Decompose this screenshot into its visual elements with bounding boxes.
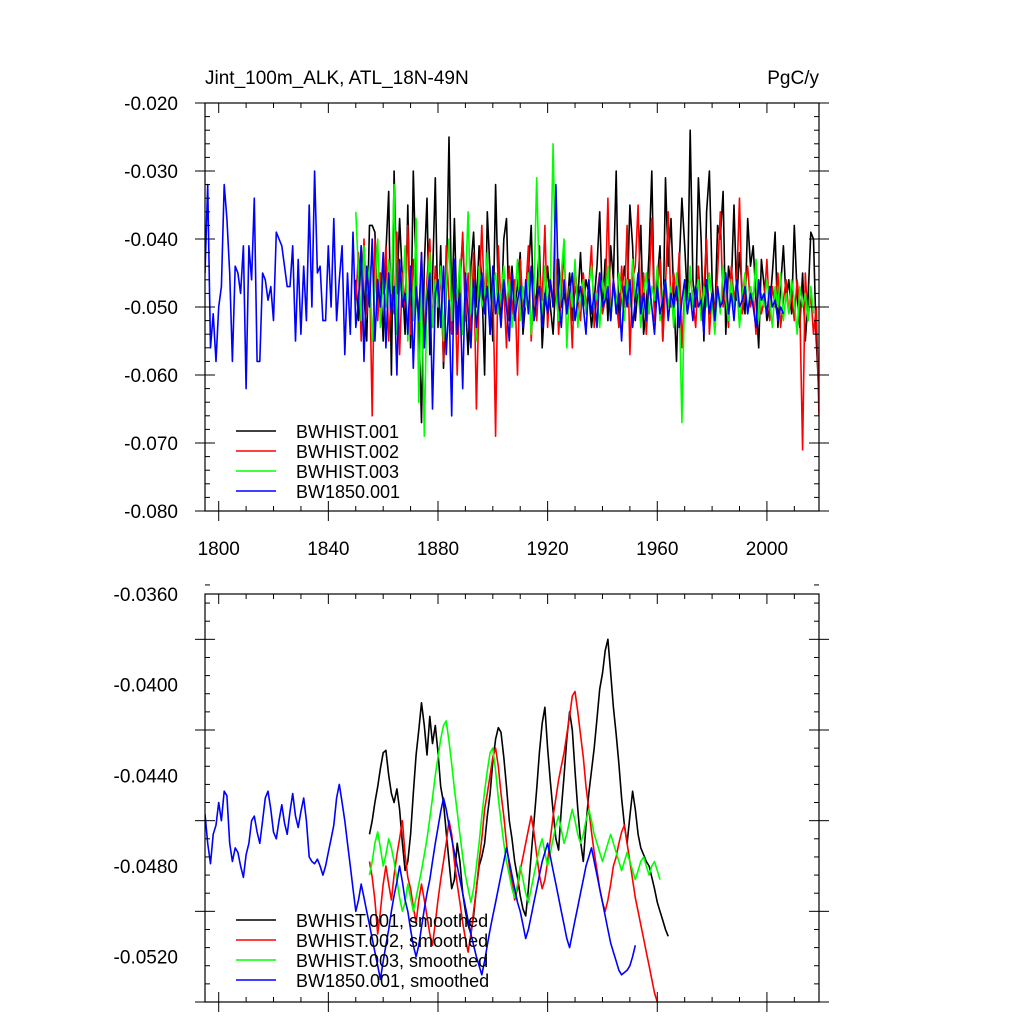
y-tick-label: -0.070 [124, 434, 178, 455]
legend-label: BWHIST.003 [296, 462, 399, 482]
y-tick-label: -0.080 [124, 502, 178, 523]
y-tick-label: -0.030 [124, 162, 178, 183]
x-tick-label: 1800 [198, 539, 240, 560]
x-tick-label: 1960 [636, 539, 678, 560]
y-tick-label: -0.0480 [114, 857, 178, 878]
series-line-2 [355, 143, 815, 437]
legend-label: BWHIST.003, smoothed [296, 951, 488, 971]
y-tick-label: -0.0360 [114, 585, 178, 606]
top-title-left: Jint_100m_ALK, ATL_18N-49N [205, 68, 469, 89]
x-tick-label: 2000 [746, 539, 788, 560]
y-tick-label: -0.0440 [114, 766, 178, 787]
legend-label: BWHIST.002, smoothed [296, 931, 488, 951]
legend-label: BWHIST.001, smoothed [296, 911, 488, 931]
legend-label: BWHIST.002 [296, 442, 399, 462]
legend-label: BW1850.001 [296, 482, 400, 502]
top-title-right: PgC/y [767, 68, 819, 89]
x-tick-label: 1840 [307, 539, 349, 560]
x-tick-label: 1880 [417, 539, 459, 560]
y-tick-label: -0.040 [124, 230, 178, 251]
series-line-0 [368, 638, 669, 937]
bottom-panel: -0.0520 -0.0480 -0.0440 -0.0400 -0.0360 BWHIS… [114, 584, 829, 1012]
y-tick-label: -0.020 [124, 94, 178, 115]
y-tick-label: -0.0520 [114, 948, 178, 969]
y-tick-label: -0.050 [124, 298, 178, 319]
series-line-1 [368, 690, 659, 1002]
x-tick-label: 1920 [526, 539, 568, 560]
y-tick-label: -0.060 [124, 366, 178, 387]
series-line-2 [368, 720, 661, 913]
legend-label: BWHIST.001 [296, 422, 399, 442]
series-line-3 [205, 170, 785, 417]
series-group [205, 129, 819, 451]
series-line-3 [205, 783, 637, 981]
legend-label: BW1850.001, smoothed [296, 971, 489, 991]
series-group [205, 638, 669, 1002]
top-panel: Jint_100m_ALK, ATL_18N-49N PgC/y 1800 184… [124, 68, 829, 560]
y-tick-label: -0.0400 [114, 676, 178, 697]
plot-frame [204, 593, 820, 1003]
